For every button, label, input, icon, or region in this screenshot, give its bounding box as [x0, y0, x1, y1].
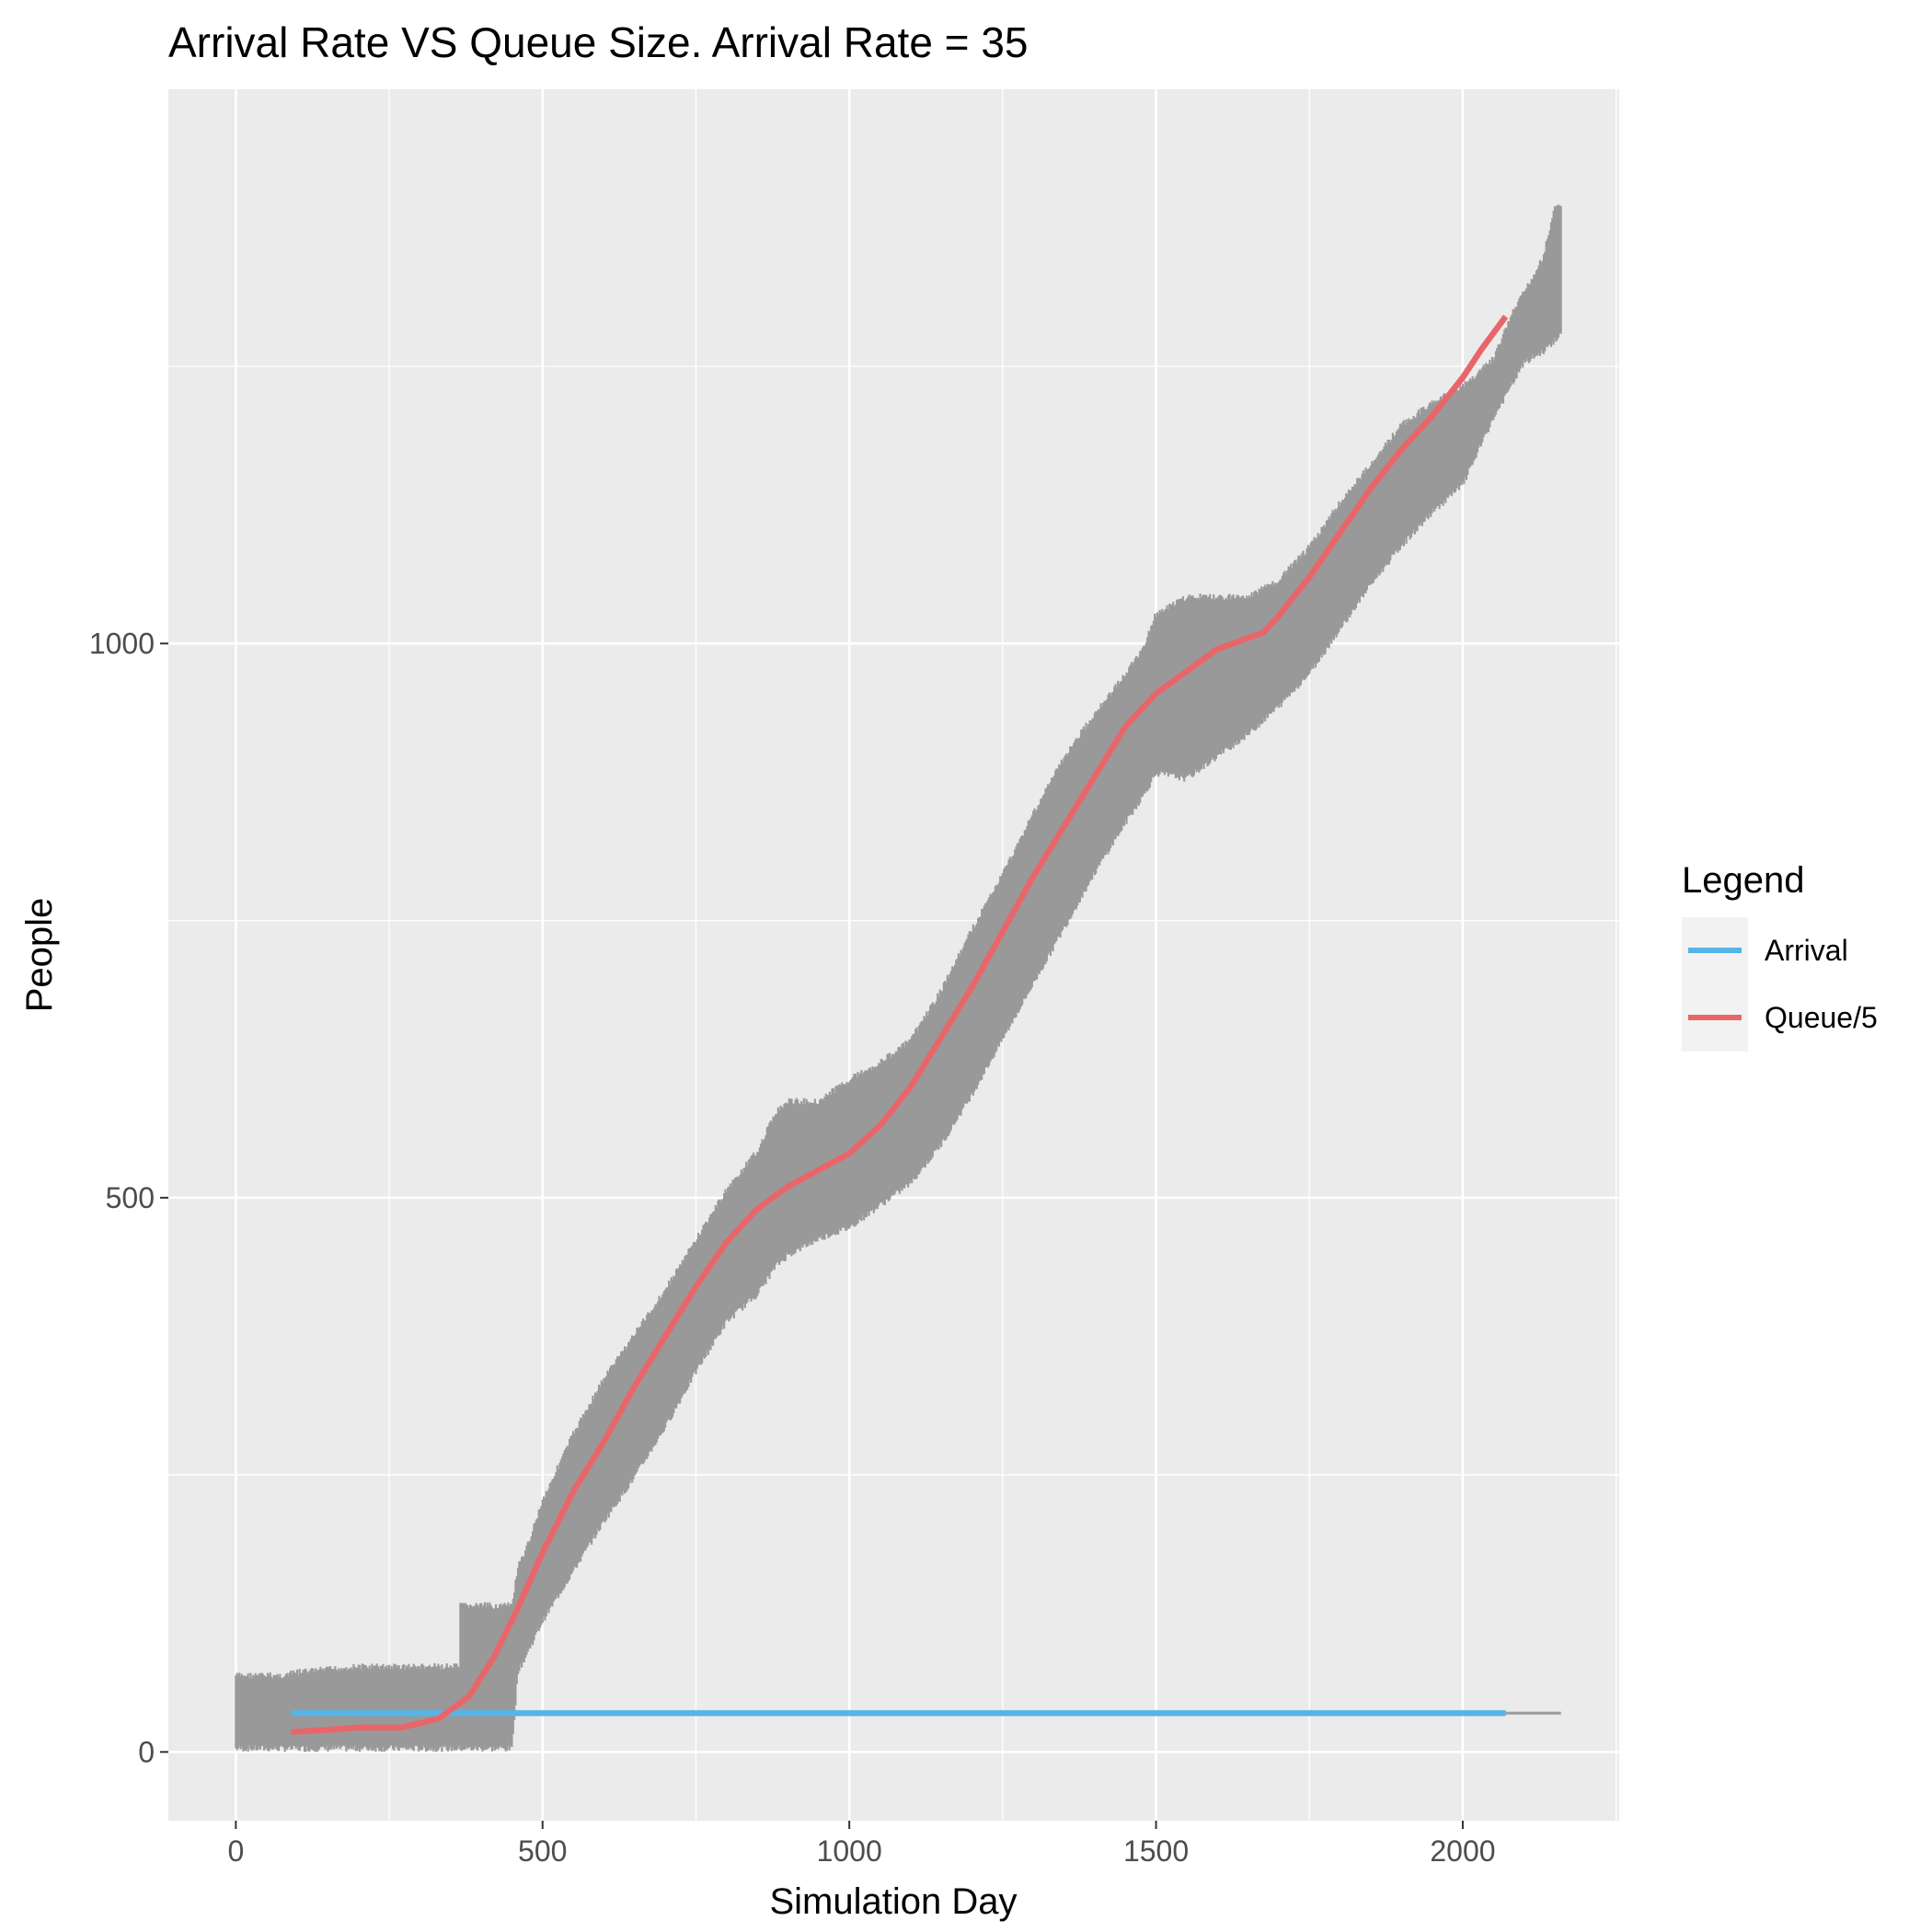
y-tick-label: 500 [106, 1181, 155, 1214]
x-tick-label: 500 [518, 1834, 567, 1868]
x-tick-label: 2000 [1430, 1834, 1495, 1868]
x-tick-label: 1000 [817, 1834, 882, 1868]
x-tick-label: 0 [227, 1834, 244, 1868]
x-axis-title: Simulation Day [769, 1881, 1017, 1922]
y-tick-label: 0 [138, 1735, 155, 1768]
chart-title: Arrival Rate VS Queue Size. Arrival Rate… [168, 18, 1029, 66]
axis-ticks [160, 642, 1464, 1829]
axis-tick-labels: 0 500 1000 1500 2000 0 500 1000 [89, 627, 1496, 1868]
y-tick-label: 1000 [89, 627, 155, 660]
series-lines [291, 315, 1509, 1735]
plot-panel [168, 89, 1619, 1821]
y-axis-title: People [19, 898, 60, 1013]
legend-key-background [1682, 917, 1748, 1052]
series-line-queue-5 [291, 315, 1509, 1735]
legend-title: Legend [1682, 860, 1804, 901]
legend-label-arrival: Arrival [1765, 934, 1848, 967]
legend: Legend Arrival Queue/5 [1682, 860, 1878, 1052]
legend-label-queue: Queue/5 [1765, 1001, 1878, 1034]
x-tick-label: 1500 [1123, 1834, 1189, 1868]
